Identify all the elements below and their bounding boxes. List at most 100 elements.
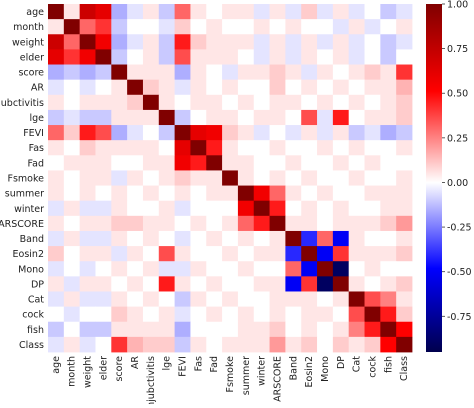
heatmap-cell bbox=[285, 79, 302, 96]
colorbar-tick-label: 1.00 bbox=[447, 0, 468, 11]
heatmap-cell bbox=[206, 200, 223, 217]
heatmap-cell bbox=[158, 185, 176, 202]
heatmap-cell bbox=[380, 109, 397, 126]
heatmap-cell bbox=[95, 155, 112, 171]
heatmap-cell bbox=[396, 109, 413, 126]
heatmap-cell bbox=[127, 4, 144, 20]
heatmap-cell bbox=[174, 49, 191, 65]
heatmap-cell bbox=[63, 125, 81, 141]
row-tick-label: month bbox=[13, 22, 44, 33]
heatmap-cell bbox=[332, 336, 350, 353]
column-tick-label: Eosin2 bbox=[304, 356, 315, 387]
heatmap-cell bbox=[48, 140, 65, 156]
heatmap-cell bbox=[95, 215, 112, 232]
heatmap-cell bbox=[237, 79, 255, 96]
heatmap-cell bbox=[332, 291, 350, 308]
heatmap-cell bbox=[317, 276, 334, 292]
heatmap-cell bbox=[142, 79, 160, 96]
heatmap-cell bbox=[222, 140, 239, 156]
heatmap-cell bbox=[285, 246, 302, 262]
heatmap-cell bbox=[269, 109, 286, 126]
row-tick-label: cock bbox=[22, 310, 44, 321]
heatmap-cell bbox=[380, 306, 397, 323]
heatmap-cell bbox=[174, 125, 191, 141]
heatmap-cell bbox=[79, 170, 96, 186]
heatmap-cell bbox=[63, 4, 81, 20]
heatmap-cell bbox=[348, 64, 365, 81]
heatmap-cell bbox=[364, 215, 381, 232]
heatmap-cell bbox=[63, 109, 81, 126]
heatmap-cell bbox=[380, 321, 397, 338]
heatmap-cell bbox=[190, 79, 207, 96]
heatmap-cell bbox=[206, 79, 223, 96]
heatmap-cell bbox=[396, 276, 413, 292]
heatmap-cell bbox=[237, 19, 255, 35]
heatmap-cell bbox=[237, 215, 255, 232]
heatmap-cell bbox=[222, 321, 239, 338]
heatmap-cell bbox=[127, 185, 144, 202]
heatmap-cell bbox=[174, 185, 191, 202]
heatmap-cell bbox=[48, 246, 65, 262]
heatmap-cell bbox=[190, 125, 207, 141]
heatmap-cell bbox=[269, 79, 286, 96]
heatmap-cell bbox=[158, 64, 176, 81]
heatmap-cell bbox=[63, 230, 81, 247]
heatmap-cell bbox=[301, 155, 318, 171]
heatmap-cell bbox=[222, 170, 239, 186]
colorbar-tick-label: 0.75 bbox=[447, 44, 468, 55]
heatmap-cell bbox=[95, 170, 112, 186]
heatmap-cell bbox=[142, 170, 160, 186]
heatmap-cell bbox=[285, 140, 302, 156]
column-tick-label: Class bbox=[399, 356, 410, 381]
heatmap-cell bbox=[380, 79, 397, 96]
heatmap-cell bbox=[95, 185, 112, 202]
heatmap-cell bbox=[222, 306, 239, 323]
heatmap-cell bbox=[348, 79, 365, 96]
heatmap-cell bbox=[237, 94, 255, 111]
heatmap-cell bbox=[158, 200, 176, 217]
heatmap-cell bbox=[317, 64, 334, 81]
heatmap-cell bbox=[127, 336, 144, 353]
heatmap-cell bbox=[269, 246, 286, 262]
heatmap-cell bbox=[111, 230, 128, 247]
heatmap-cell bbox=[285, 215, 302, 232]
column-tick-label: Band bbox=[288, 356, 299, 380]
heatmap-cell bbox=[348, 34, 365, 50]
heatmap-cell bbox=[190, 170, 207, 186]
heatmap-cell bbox=[253, 200, 270, 217]
heatmap-cell bbox=[253, 79, 270, 96]
heatmap-cell bbox=[301, 19, 318, 35]
heatmap-cell bbox=[269, 125, 286, 141]
colorbar-tick-label: 0.00 bbox=[447, 178, 468, 189]
heatmap-cell bbox=[142, 64, 160, 81]
heatmap-cell bbox=[222, 79, 239, 96]
heatmap-cell bbox=[301, 215, 318, 232]
heatmap-cell bbox=[127, 155, 144, 171]
heatmap-cell bbox=[269, 49, 286, 65]
heatmap-cell bbox=[95, 109, 112, 126]
heatmap-cell bbox=[332, 4, 350, 20]
heatmap-cell bbox=[111, 34, 128, 50]
heatmap-cell bbox=[348, 230, 365, 247]
row-tick-label: Fad bbox=[28, 158, 44, 169]
heatmap-cell bbox=[396, 200, 413, 217]
row-tick-label: winter bbox=[14, 204, 44, 215]
heatmap-cell bbox=[48, 125, 65, 141]
heatmap-cell bbox=[348, 140, 365, 156]
heatmap-cell bbox=[174, 140, 191, 156]
heatmap-cell bbox=[222, 246, 239, 262]
heatmap-cell bbox=[158, 306, 176, 323]
heatmap-cell bbox=[301, 4, 318, 20]
heatmap-cell bbox=[332, 140, 350, 156]
heatmap-cell bbox=[63, 276, 81, 292]
heatmap-cell bbox=[237, 336, 255, 353]
colorbar-ticks: 1.00 0.75 0.50 0.25 0.00 -0.25 -0.50 -0.75 bbox=[442, 0, 472, 323]
heatmap-cell bbox=[269, 321, 286, 338]
heatmap-cell bbox=[253, 19, 270, 35]
heatmap-cell bbox=[332, 261, 350, 277]
heatmap-cell bbox=[222, 261, 239, 277]
heatmap-cell bbox=[396, 64, 413, 81]
heatmap-cell bbox=[380, 94, 397, 111]
heatmap-cell bbox=[79, 125, 96, 141]
heatmap-cell bbox=[127, 140, 144, 156]
